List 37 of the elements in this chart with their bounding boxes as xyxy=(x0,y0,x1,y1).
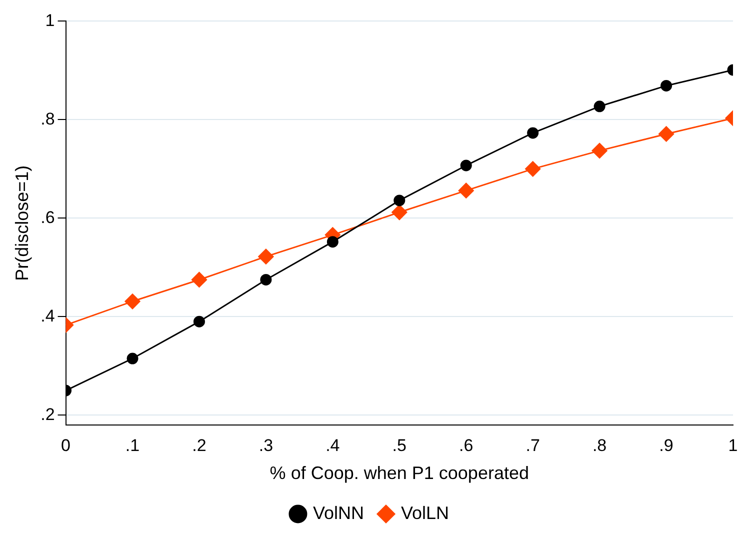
x-tick-label: .5 xyxy=(392,436,406,455)
point xyxy=(193,316,205,328)
point xyxy=(394,194,406,206)
x-tick-label: 1 xyxy=(728,436,738,455)
y-tick-label: .4 xyxy=(40,306,55,326)
legend-label: VolLN xyxy=(400,502,450,523)
x-tick-label: .2 xyxy=(192,436,206,455)
point xyxy=(594,100,606,112)
point xyxy=(326,236,338,248)
x-tick-label: .3 xyxy=(258,436,274,455)
y-axis-title: Pr(disclose=1) xyxy=(12,165,32,281)
legend-label: VolNN xyxy=(312,502,364,523)
point xyxy=(260,274,272,286)
x-tick-label: .8 xyxy=(592,436,607,455)
y-tick-label: 1 xyxy=(45,10,55,30)
x-tick-label: 0 xyxy=(61,436,71,455)
y-tick-label: .8 xyxy=(40,109,55,128)
x-tick-label: .9 xyxy=(659,436,674,455)
point xyxy=(525,161,541,177)
x-tick-label: .7 xyxy=(526,436,540,455)
point xyxy=(460,160,472,172)
point xyxy=(126,352,138,364)
x-tick-label: .4 xyxy=(326,436,340,455)
y-tick-label: .6 xyxy=(40,208,55,227)
point xyxy=(458,182,474,198)
point xyxy=(392,204,408,220)
x-tick-label: .6 xyxy=(459,436,474,455)
y-tick-label: .2 xyxy=(40,404,55,424)
x-tick-label: .1 xyxy=(125,436,140,455)
point xyxy=(191,272,207,288)
point xyxy=(527,127,539,139)
x-axis-title: % of Coop. when P1 cooperated xyxy=(270,463,529,484)
point xyxy=(258,248,274,264)
point xyxy=(124,294,140,310)
point xyxy=(660,80,672,92)
point xyxy=(592,142,608,158)
point xyxy=(658,126,674,142)
